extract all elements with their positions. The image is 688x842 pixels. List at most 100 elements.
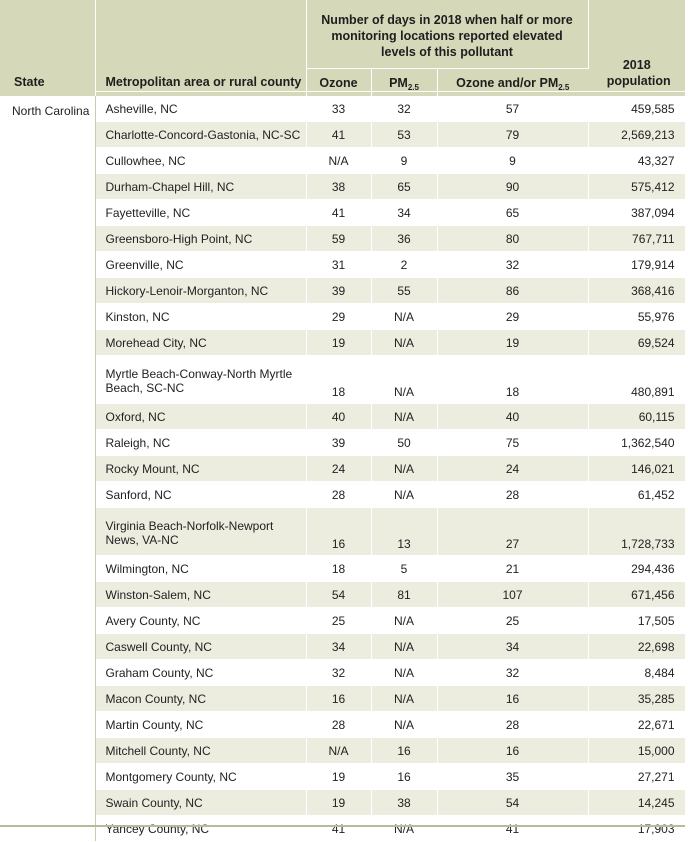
header-pollutant-days-group: Number of days in 2018 when half or more… <box>306 0 589 69</box>
table-row: Macon County, NC 16 N/A 16 35,285 <box>0 685 686 712</box>
header-both-subscript: 2.5 <box>558 82 570 92</box>
ozone-days-cell: N/A <box>305 737 372 764</box>
ozone-days-cell: 31 <box>305 251 372 278</box>
population-cell: 14,245 <box>587 789 686 816</box>
header-population: 2018 population <box>588 0 686 96</box>
population-cell: 69,524 <box>587 329 686 356</box>
ozone-days-cell: 41 <box>305 815 372 842</box>
ozone-days-cell: 16 <box>305 507 372 556</box>
table-row: Winston-Salem, NC 54 81 107 671,456 <box>0 581 686 608</box>
ozone-or-pm25-days-cell: 27 <box>436 507 589 556</box>
table-body: North Carolina Asheville, NC 33 32 57 459,585… <box>0 96 686 842</box>
pm25-days-cell: 50 <box>370 429 438 456</box>
pm25-days-cell: 32 <box>370 96 438 122</box>
header-state: State <box>0 0 96 96</box>
header-population-label: 2018 population <box>606 58 671 88</box>
area-cell: Kinston, NC <box>95 303 307 330</box>
table-row: Durham-Chapel Hill, NC 38 65 90 575,412 <box>0 173 686 200</box>
population-cell: 8,484 <box>587 659 686 686</box>
pm25-days-cell: 16 <box>370 763 438 790</box>
pm25-days-cell: N/A <box>370 303 438 330</box>
pm25-days-cell: N/A <box>370 633 438 660</box>
population-cell: 27,271 <box>587 763 686 790</box>
ozone-days-cell: 18 <box>305 355 372 404</box>
table-row: North Carolina Asheville, NC 33 32 57 459,585 <box>0 96 686 842</box>
population-cell: 1,728,733 <box>587 507 686 556</box>
table-row: Rocky Mount, NC 24 N/A 24 146,021 <box>0 455 686 482</box>
ozone-days-cell: 24 <box>305 455 372 482</box>
population-cell: 35,285 <box>587 685 686 712</box>
ozone-or-pm25-days-cell: 54 <box>436 789 589 816</box>
population-cell: 22,698 <box>587 633 686 660</box>
ozone-or-pm25-days-cell: 90 <box>436 173 589 200</box>
pm25-days-cell: N/A <box>370 455 438 482</box>
ozone-days-cell: 25 <box>305 607 372 634</box>
area-cell: Avery County, NC <box>95 607 307 634</box>
ozone-days-cell: 39 <box>305 277 372 304</box>
header-metro-area: Metropolitan area or rural county <box>95 0 307 96</box>
area-cell: Yancey County, NC <box>95 815 307 842</box>
population-cell: 459,585 <box>587 96 686 122</box>
ozone-days-cell: 29 <box>305 303 372 330</box>
pm25-days-cell: 5 <box>370 555 438 582</box>
header-both-prefix: Ozone and/or PM <box>456 75 559 90</box>
table-row: Cullowhee, NC N/A 9 9 43,327 <box>0 147 686 174</box>
area-cell: Swain County, NC <box>95 789 307 816</box>
ozone-or-pm25-days-cell: 18 <box>436 355 589 404</box>
ozone-days-cell: 19 <box>305 329 372 356</box>
population-cell: 15,000 <box>587 737 686 764</box>
pm25-days-cell: N/A <box>370 711 438 738</box>
area-cell: Greensboro-High Point, NC <box>95 225 307 252</box>
table-row: Charlotte-Concord-Gastonia, NC-SC 41 53 79 2… <box>0 121 686 148</box>
population-cell: 1,362,540 <box>587 429 686 456</box>
ozone-days-cell: 41 <box>305 199 372 226</box>
header-pm25-subscript: 2.5 <box>407 82 419 92</box>
ozone-or-pm25-days-cell: 19 <box>436 329 589 356</box>
table-row: Montgomery County, NC 19 16 35 27,271 <box>0 763 686 790</box>
ozone-days-cell: 41 <box>305 121 372 148</box>
pm25-days-cell: N/A <box>370 685 438 712</box>
table-row: Yancey County, NC 41 N/A 41 17,903 <box>0 815 686 842</box>
table-bottom-rule <box>0 825 685 827</box>
ozone-days-cell: 39 <box>305 429 372 456</box>
ozone-or-pm25-days-cell: 40 <box>436 403 589 430</box>
table-row: Fayetteville, NC 41 34 65 387,094 <box>0 199 686 226</box>
population-cell: 767,711 <box>587 225 686 252</box>
area-cell: Mitchell County, NC <box>95 737 307 764</box>
area-cell: Winston-Salem, NC <box>95 581 307 608</box>
pm25-days-cell: N/A <box>370 607 438 634</box>
ozone-or-pm25-days-cell: 75 <box>436 429 589 456</box>
ozone-or-pm25-days-cell: 28 <box>436 711 589 738</box>
ozone-days-cell: 18 <box>305 555 372 582</box>
table-row: Martin County, NC 28 N/A 28 22,671 <box>0 711 686 738</box>
table-row: Graham County, NC 32 N/A 32 8,484 <box>0 659 686 686</box>
table-row: Morehead City, NC 19 N/A 19 69,524 <box>0 329 686 356</box>
table-header: State Metropolitan area or rural county … <box>0 0 686 96</box>
ozone-or-pm25-days-cell: 32 <box>436 251 589 278</box>
ozone-or-pm25-days-cell: 86 <box>436 277 589 304</box>
ozone-days-cell: 28 <box>305 711 372 738</box>
ozone-or-pm25-days-cell: 32 <box>436 659 589 686</box>
ozone-days-cell: 40 <box>305 403 372 430</box>
population-cell: 43,327 <box>587 147 686 174</box>
ozone-days-cell: 19 <box>305 789 372 816</box>
population-cell: 61,452 <box>587 481 686 508</box>
ozone-or-pm25-days-cell: 24 <box>436 455 589 482</box>
population-cell: 22,671 <box>587 711 686 738</box>
population-cell: 575,412 <box>587 173 686 200</box>
ozone-or-pm25-days-cell: 65 <box>436 199 589 226</box>
ozone-or-pm25-days-cell: 16 <box>436 737 589 764</box>
ozone-or-pm25-days-cell: 41 <box>436 815 589 842</box>
pm25-days-cell: N/A <box>370 355 438 404</box>
pm25-days-cell: N/A <box>370 659 438 686</box>
table-row: Swain County, NC 19 38 54 14,245 <box>0 789 686 816</box>
area-cell: Virginia Beach-Norfolk-Newport News, VA-… <box>95 507 307 556</box>
table-row: Mitchell County, NC N/A 16 16 15,000 <box>0 737 686 764</box>
ozone-days-cell: 19 <box>305 763 372 790</box>
pm25-days-cell: 16 <box>370 737 438 764</box>
table-row: Sanford, NC 28 N/A 28 61,452 <box>0 481 686 508</box>
population-cell: 60,115 <box>587 403 686 430</box>
area-cell: Raleigh, NC <box>95 429 307 456</box>
pm25-days-cell: 65 <box>370 173 438 200</box>
